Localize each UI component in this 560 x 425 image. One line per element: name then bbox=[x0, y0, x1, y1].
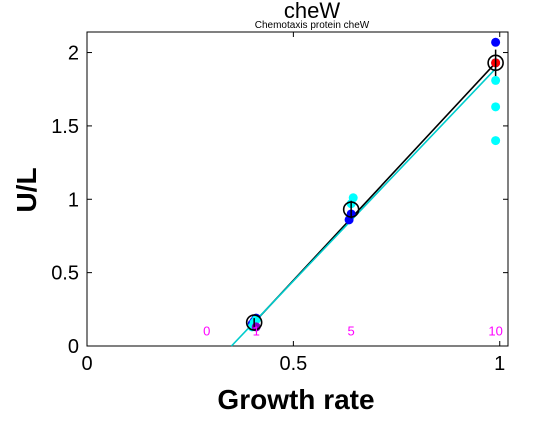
chart-title: cheW bbox=[284, 0, 340, 23]
y-tick-label: 2 bbox=[68, 43, 79, 65]
x-tick-label: 0 bbox=[81, 353, 92, 375]
mean-marker bbox=[487, 54, 504, 72]
point-annotation: 1 bbox=[253, 323, 260, 338]
data-point bbox=[348, 193, 358, 203]
fit-line bbox=[230, 68, 497, 347]
data-point-layer bbox=[245, 37, 504, 332]
point-annotation: 0 bbox=[203, 323, 210, 338]
mean-marker bbox=[245, 314, 263, 331]
data-point bbox=[491, 75, 501, 85]
data-point bbox=[491, 136, 501, 146]
annotation-layer: 0 1 5 10 bbox=[203, 323, 503, 338]
x-tick-label: 1 bbox=[494, 353, 505, 375]
data-point bbox=[491, 37, 501, 47]
data-point bbox=[491, 102, 501, 112]
x-tick-label: 0.5 bbox=[279, 353, 307, 375]
y-tick-label: 0.5 bbox=[51, 263, 79, 285]
y-tick-label: 1.5 bbox=[51, 116, 79, 138]
tick-layer: 0 0.5 100.511.52 bbox=[51, 32, 508, 375]
y-tick-label: 0 bbox=[68, 336, 79, 358]
fit-line-layer bbox=[230, 62, 497, 347]
chart-subtitle: Chemotaxis protein cheW bbox=[255, 20, 370, 31]
mean-marker bbox=[342, 201, 360, 218]
x-axis-label: Growth rate bbox=[217, 384, 374, 415]
y-axis-label: U/L bbox=[11, 167, 42, 212]
y-tick-label: 1 bbox=[68, 189, 79, 211]
point-annotation: 5 bbox=[348, 323, 355, 338]
point-annotation: 10 bbox=[488, 323, 502, 338]
plot-area-frame bbox=[86, 31, 509, 347]
